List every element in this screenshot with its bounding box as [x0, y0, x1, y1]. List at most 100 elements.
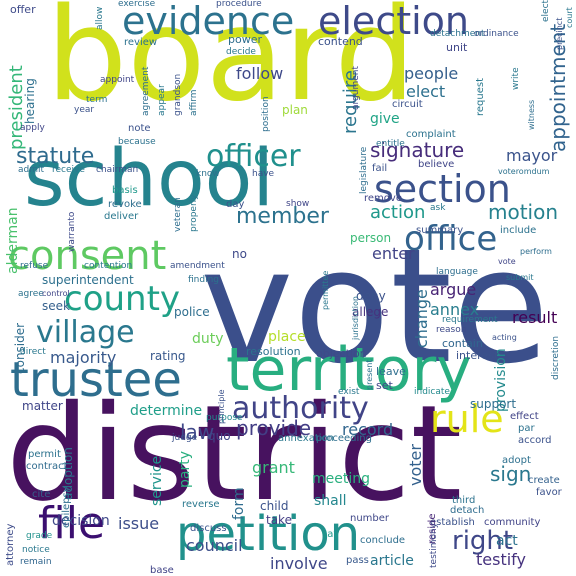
word-petition: petition	[176, 506, 361, 562]
word-pass: pass	[346, 555, 369, 566]
word-authority: authority	[232, 391, 369, 426]
word-place: place	[268, 329, 306, 345]
word-grandson: grandson	[173, 73, 183, 116]
word-par: par	[518, 423, 535, 434]
word-person: person	[350, 231, 392, 245]
word-contain: contain	[442, 337, 483, 350]
word-entitle: entitle	[376, 139, 405, 149]
word-complaint: complaint	[406, 129, 456, 140]
word-because: because	[118, 137, 156, 147]
word-acting: acting	[492, 333, 517, 342]
word-exist: exist	[338, 387, 360, 397]
word-offer: offer	[10, 3, 36, 16]
word-argument: argument	[351, 65, 361, 110]
word-third: third	[452, 495, 476, 506]
word-matter: matter	[22, 399, 63, 413]
word-have: have	[252, 169, 275, 179]
word-affirm: affirm	[189, 89, 199, 116]
word-attorney: attorney	[5, 523, 16, 566]
word-remain: remain	[20, 557, 52, 567]
word-voteromdum: voteromdum	[498, 167, 550, 176]
word-receive: receive	[52, 165, 85, 175]
word-community: community	[484, 517, 541, 528]
word-circuit: circuit	[392, 99, 423, 110]
word-shall: shall	[314, 493, 347, 509]
word-review: review	[124, 37, 158, 48]
word-hearing: hearing	[23, 78, 37, 124]
word-finding: finding	[188, 275, 220, 285]
word-decide: decide	[226, 47, 256, 57]
word-signature: signature	[370, 138, 465, 162]
word-apply: apply	[20, 123, 45, 133]
word-deny: deny	[356, 289, 386, 303]
word-power: power	[228, 33, 262, 46]
word-sign: sign	[490, 462, 532, 486]
word-discretion: discretion	[551, 335, 561, 380]
word-term: term	[86, 95, 108, 105]
word-vote-small: vote	[498, 257, 516, 266]
word-county: county	[64, 279, 181, 319]
word-quo: quo	[208, 429, 231, 443]
word-article: article	[370, 553, 414, 569]
word-service: service	[149, 455, 165, 506]
word-involve: involve	[270, 554, 328, 573]
word-no: no	[232, 247, 247, 261]
word-contract: contract	[26, 461, 68, 472]
word-record: record	[342, 420, 394, 439]
word-requirement: requirement	[442, 315, 498, 325]
word-allege: allege	[352, 305, 389, 319]
word-judge: judge	[172, 433, 198, 443]
word-majority: majority	[50, 348, 117, 367]
word-believe: believe	[418, 159, 455, 170]
word-change: change	[412, 289, 431, 348]
word-reverse: reverse	[182, 499, 220, 510]
word-trustee: trustee	[10, 352, 182, 408]
word-detachment: detachment	[430, 29, 485, 39]
word-note: note	[128, 123, 151, 134]
word-annex: annex	[430, 300, 480, 319]
word-reason: reason	[436, 325, 467, 335]
word-objection: objection	[316, 347, 367, 360]
word-duty: duty	[192, 331, 224, 347]
word-alderman: alderman	[5, 207, 21, 274]
word-submit: submit	[506, 273, 534, 282]
word-provide: provide	[236, 416, 312, 440]
word-properly: properly	[189, 194, 199, 233]
word-permittee: permittee	[321, 270, 330, 310]
word-perform: perform	[520, 247, 552, 256]
word-testimony: testimony	[429, 522, 439, 568]
word-officer: officer	[206, 139, 301, 174]
word-right: right	[452, 526, 514, 556]
word-include: include	[500, 225, 537, 236]
word-notice: notice	[22, 545, 50, 555]
word-seek: seek	[42, 299, 70, 313]
word-elect: elect	[406, 82, 446, 101]
word-request: request	[475, 77, 486, 116]
word-effect: effect	[510, 411, 539, 422]
word-ordinance: ordinance	[474, 29, 519, 39]
word-exercise: exercise	[118, 0, 156, 9]
word-follow: follow	[236, 64, 284, 83]
word-contention: contention	[84, 261, 133, 271]
word-party: party	[177, 451, 193, 488]
word-summary: summary	[416, 225, 464, 236]
word-resolution: resolution	[246, 345, 301, 358]
word-law: law	[180, 420, 215, 444]
word-act: act	[496, 533, 518, 549]
word-purpose: purpose	[206, 413, 243, 423]
word-school: school	[24, 134, 275, 224]
word-language: language	[436, 267, 478, 277]
word-action: action	[370, 202, 426, 223]
word-indicate: indicate	[414, 387, 450, 397]
word-annexation: annexation	[278, 433, 334, 444]
word-witness: witness	[527, 99, 536, 130]
word-basis: basis	[112, 185, 138, 196]
word-motion: motion	[488, 200, 559, 224]
word-evidence: evidence	[122, 0, 295, 43]
word-consent: consent	[8, 233, 167, 279]
word-elector: elector	[541, 0, 551, 22]
word-control: control	[42, 289, 70, 298]
word-legislature: legislature	[359, 146, 369, 194]
word-write: write	[511, 67, 521, 90]
word-take: take	[266, 513, 292, 527]
